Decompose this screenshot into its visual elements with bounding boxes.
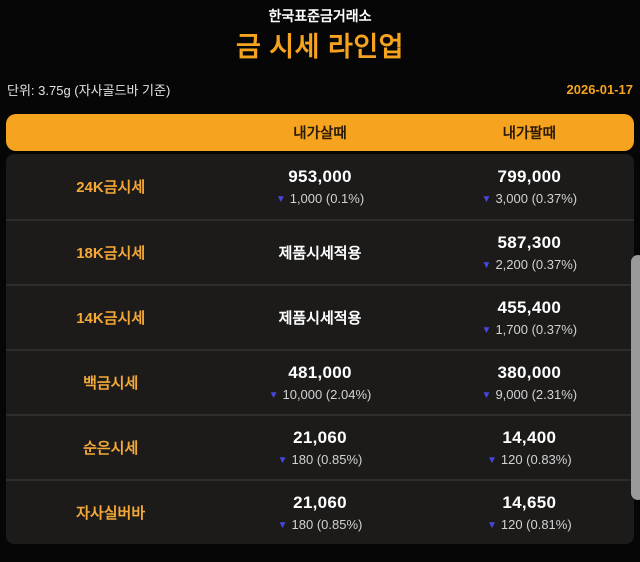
buy-apply-text: 제품시세적용 bbox=[278, 245, 362, 262]
buy-change-value: 180 (0.85%) bbox=[291, 452, 363, 467]
table-row: 자사실버바 21,060 ▼ 180 (0.85%) 14,650 ▼ 120 (0… bbox=[6, 479, 634, 544]
buy-change: ▼ 10,000 (2.04%) bbox=[215, 387, 424, 402]
sell-price: 587,300 bbox=[497, 233, 562, 252]
buy-change: ▼ 1,000 (0.1%) bbox=[215, 191, 424, 206]
down-arrow-icon: ▼ bbox=[481, 260, 492, 271]
buy-cell: 제품시세적용 bbox=[215, 307, 424, 328]
price-table: 내가살때 내가팔때 24K금시세 953,000 ▼ 1,000 (0.1%) 7… bbox=[6, 114, 634, 544]
exchange-name: 한국표준금거래소 bbox=[268, 8, 372, 24]
sell-cell: 380,000 ▼ 9,000 (2.31%) bbox=[425, 363, 634, 402]
sell-change-value: 9,000 (2.31%) bbox=[495, 387, 578, 402]
sell-change: ▼ 9,000 (2.31%) bbox=[425, 387, 634, 402]
buy-price: 21,060 bbox=[293, 493, 347, 512]
row-label: 순은시세 bbox=[83, 440, 139, 457]
sell-change: ▼ 1,700 (0.37%) bbox=[425, 322, 634, 337]
column-header-buy: 내가살때 bbox=[293, 126, 347, 142]
buy-price: 481,000 bbox=[288, 363, 352, 382]
row-label: 14K금시세 bbox=[76, 310, 146, 327]
date-label: 2026-01-17 bbox=[566, 82, 634, 97]
down-arrow-icon: ▼ bbox=[275, 194, 286, 205]
sell-price: 14,400 bbox=[502, 428, 557, 447]
down-arrow-icon: ▼ bbox=[268, 390, 279, 401]
sell-change-value: 120 (0.83%) bbox=[500, 452, 572, 467]
table-header: 내가살때 내가팔때 bbox=[6, 114, 634, 151]
down-arrow-icon: ▼ bbox=[481, 390, 492, 401]
buy-change: ▼ 180 (0.85%) bbox=[215, 517, 424, 532]
table-row: 18K금시세 제품시세적용 587,300 ▼ 2,200 (0.37%) bbox=[6, 219, 634, 284]
unit-label: 단위: 3.75g (자사골드바 기준) bbox=[7, 83, 171, 98]
table-row: 순은시세 21,060 ▼ 180 (0.85%) 14,400 ▼ 120 (0.… bbox=[6, 414, 634, 479]
buy-cell: 21,060 ▼ 180 (0.85%) bbox=[215, 493, 424, 532]
down-arrow-icon: ▼ bbox=[486, 520, 497, 531]
down-arrow-icon: ▼ bbox=[481, 325, 492, 336]
row-label: 18K금시세 bbox=[76, 245, 146, 262]
sell-cell: 14,650 ▼ 120 (0.81%) bbox=[425, 493, 634, 532]
buy-change-value: 1,000 (0.1%) bbox=[289, 191, 365, 206]
sell-price: 799,000 bbox=[497, 167, 562, 186]
sell-change: ▼ 3,000 (0.37%) bbox=[425, 191, 634, 206]
sell-cell: 455,400 ▼ 1,700 (0.37%) bbox=[425, 298, 634, 337]
buy-cell: 제품시세적용 bbox=[215, 242, 424, 263]
sell-change-value: 120 (0.81%) bbox=[500, 517, 572, 532]
buy-change-value: 10,000 (2.04%) bbox=[282, 387, 372, 402]
scrollbar-thumb[interactable] bbox=[631, 255, 640, 500]
meta-row: 단위: 3.75g (자사골드바 기준) 2026-01-17 bbox=[7, 80, 633, 99]
sell-price: 455,400 bbox=[497, 298, 562, 317]
sell-cell: 14,400 ▼ 120 (0.83%) bbox=[425, 428, 634, 467]
buy-cell: 953,000 ▼ 1,000 (0.1%) bbox=[215, 167, 424, 206]
sell-change-value: 1,700 (0.37%) bbox=[495, 322, 578, 337]
row-label: 24K금시세 bbox=[76, 179, 146, 196]
sell-price: 380,000 bbox=[497, 363, 562, 382]
buy-price: 953,000 bbox=[288, 167, 352, 186]
sell-cell: 587,300 ▼ 2,200 (0.37%) bbox=[425, 233, 634, 272]
row-label: 자사실버바 bbox=[76, 505, 146, 522]
column-header-sell: 내가팔때 bbox=[502, 126, 556, 142]
sell-price: 14,650 bbox=[502, 493, 557, 512]
table-row: 백금시세 481,000 ▼ 10,000 (2.04%) 380,000 ▼ 9,… bbox=[6, 349, 634, 414]
down-arrow-icon: ▼ bbox=[486, 455, 497, 466]
sell-cell: 799,000 ▼ 3,000 (0.37%) bbox=[425, 167, 634, 206]
buy-cell: 21,060 ▼ 180 (0.85%) bbox=[215, 428, 424, 467]
sell-change-value: 2,200 (0.37%) bbox=[495, 257, 578, 272]
buy-cell: 481,000 ▼ 10,000 (2.04%) bbox=[215, 363, 424, 402]
table-row: 24K금시세 953,000 ▼ 1,000 (0.1%) 799,000 ▼ 3,… bbox=[6, 154, 634, 219]
page-title: 금 시세 라인업 bbox=[235, 32, 405, 62]
table-row: 14K금시세 제품시세적용 455,400 ▼ 1,700 (0.37%) bbox=[6, 284, 634, 349]
sell-change: ▼ 120 (0.81%) bbox=[425, 517, 634, 532]
buy-change: ▼ 180 (0.85%) bbox=[215, 452, 424, 467]
sell-change: ▼ 120 (0.83%) bbox=[425, 452, 634, 467]
buy-apply-text: 제품시세적용 bbox=[278, 310, 362, 327]
row-label: 백금시세 bbox=[83, 375, 139, 392]
table-body: 24K금시세 953,000 ▼ 1,000 (0.1%) 799,000 ▼ 3,… bbox=[6, 154, 634, 544]
sell-change: ▼ 2,200 (0.37%) bbox=[425, 257, 634, 272]
down-arrow-icon: ▼ bbox=[277, 455, 288, 466]
down-arrow-icon: ▼ bbox=[481, 194, 492, 205]
buy-change-value: 180 (0.85%) bbox=[291, 517, 363, 532]
buy-price: 21,060 bbox=[293, 428, 347, 447]
down-arrow-icon: ▼ bbox=[277, 520, 288, 531]
sell-change-value: 3,000 (0.37%) bbox=[495, 191, 578, 206]
